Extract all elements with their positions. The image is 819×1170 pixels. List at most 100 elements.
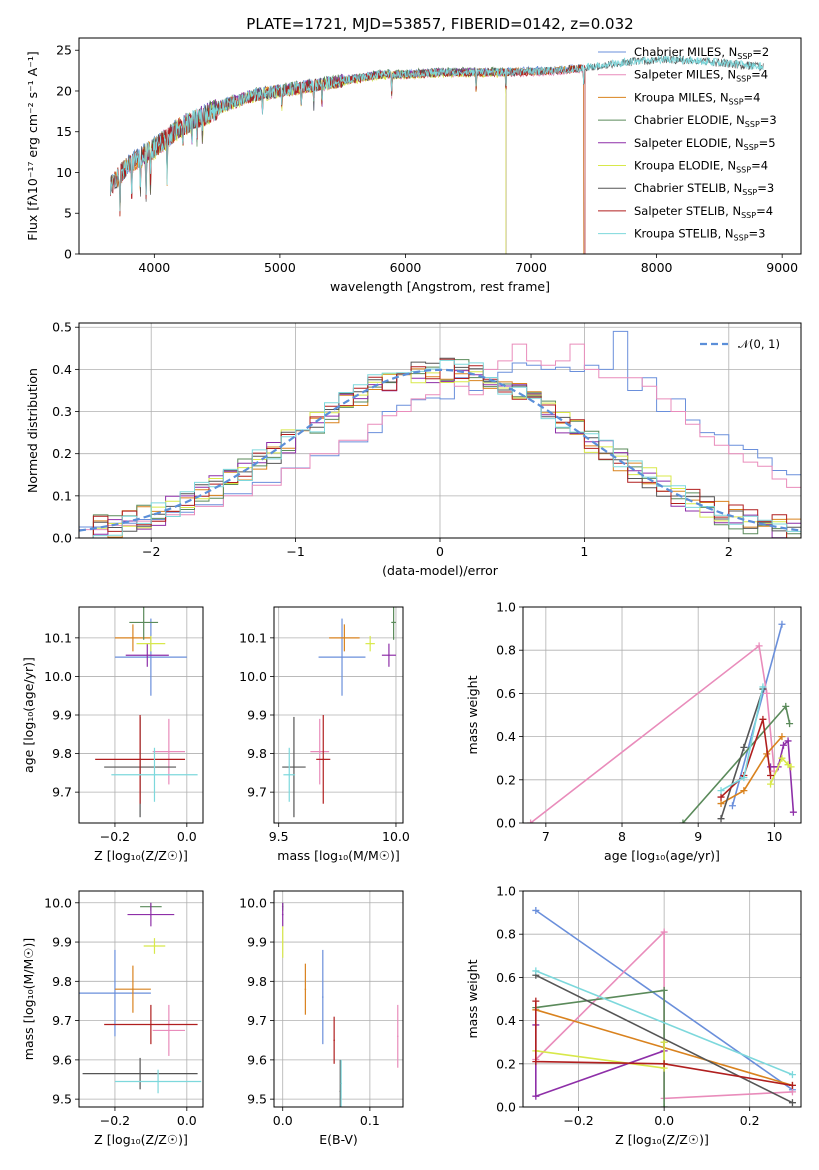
- legend-label-main: Salpeter MILES, N: [634, 68, 736, 82]
- spectrum-ytick-label: 15: [56, 124, 72, 139]
- mass_vs_Z-xtick-label: 0.0: [177, 1113, 197, 1128]
- spectrum-line: [110, 54, 764, 212]
- legend-label-sub: SSP: [745, 120, 760, 129]
- age_vs_Z-axes: −0.2 0.0 9.7 9.8 9.9 10.0 10.1 Z [log₁₀(Z/Z☉)] a…: [21, 606, 204, 863]
- legend-label-main: Chabrier ELODIE, N: [634, 113, 745, 127]
- weight-marker: [660, 928, 668, 936]
- residuals-ytick-label: 0.4: [52, 362, 72, 377]
- residuals-ylabel: Normed distribution: [25, 368, 40, 493]
- weight_vs_Z-ticks: [519, 890, 751, 1111]
- weight-marker: [532, 1092, 540, 1100]
- weight-marker: [717, 787, 725, 795]
- residuals-ytick-label: 0.0: [52, 531, 72, 546]
- legend-label-tail: =2: [752, 45, 769, 59]
- mass_vs_EBV-ytick-label: 9.7: [247, 1013, 267, 1028]
- spectrum-plot: [110, 54, 764, 254]
- weight_vs_age-xtick-label: 7: [542, 829, 550, 844]
- weight_vs_Z-xtick-label: 0.2: [740, 1113, 760, 1128]
- weight-marker: [787, 763, 795, 771]
- legend-label: Kroupa MILES, NSSP=4: [634, 90, 760, 106]
- spectrum-axes: 4000 5000 6000 7000 8000 9000 0 5 10 15 20 25 wavele…: [25, 37, 802, 294]
- weight-line: [720, 736, 783, 805]
- legend-label-tail: =4: [751, 159, 768, 173]
- scatter-point: [322, 758, 325, 761]
- scatter-point: [322, 996, 324, 998]
- weight-marker: [782, 702, 790, 710]
- weight-marker: [784, 737, 792, 745]
- age_vs_Z-grid: [79, 607, 203, 823]
- weight-marker: [740, 774, 748, 782]
- scatter-point: [168, 1029, 170, 1032]
- weight_vs_age-ytick-label: 0.4: [496, 729, 516, 744]
- weight_vs_Z-ytick-label: 0.6: [496, 970, 516, 985]
- mass_vs_EBV-ytick-label: 10.0: [239, 895, 267, 910]
- weight-marker: [763, 689, 771, 697]
- scatter-point: [157, 1080, 159, 1083]
- scatter-point: [333, 1039, 335, 1042]
- weight-marker: [786, 720, 794, 728]
- legend-label-sub: SSP: [741, 211, 756, 220]
- legend-label: Kroupa ELODIE, NSSP=4: [634, 159, 768, 175]
- weight-marker: [660, 986, 668, 994]
- weight_vs_Z-ytick-label: 0.8: [496, 927, 516, 942]
- residuals-ytick-label: 0.1: [52, 488, 72, 503]
- legend-label-tail: =5: [759, 136, 776, 150]
- weight_vs_Z-ytick-label: 0.0: [496, 1100, 516, 1115]
- weight-marker: [788, 1071, 796, 1079]
- legend-label-main: Kroupa STELIB, N: [634, 227, 734, 241]
- weight-marker: [717, 815, 725, 823]
- weight-marker: [679, 819, 687, 823]
- scatter-point: [281, 941, 284, 943]
- weight_vs_Z-plot: [532, 906, 796, 1107]
- age_vs_mass-grid: [274, 607, 403, 823]
- weight-marker: [778, 754, 786, 762]
- residuals-legend: 𝒩(0, 1): [700, 337, 780, 351]
- age_vs_mass-xtick-label: 9.5: [269, 829, 289, 844]
- legend-label-tail: =3: [757, 181, 774, 195]
- legend-label-sub: SSP: [744, 143, 759, 152]
- legend-label: Chabrier MILES, NSSP=2: [634, 45, 769, 61]
- legend-label-sub: SSP: [737, 52, 752, 61]
- mass_vs_Z-frame: [78, 890, 204, 1108]
- age_vs_mass-ytick-label: 9.7: [247, 785, 267, 800]
- legend-label-main: Salpeter STELIB, N: [634, 204, 741, 218]
- weight-marker: [532, 967, 540, 975]
- spectrum-xlabel: wavelength [Angstrom, rest frame]: [330, 279, 550, 294]
- weight-marker: [767, 780, 775, 788]
- age_vs_Z-plot: [95, 607, 198, 818]
- legend-label-tail: =3: [749, 227, 766, 241]
- scatter-point: [146, 654, 149, 657]
- age_vs_mass-ytick-label: 10.1: [239, 630, 267, 645]
- spectrum-ticks: [75, 49, 783, 258]
- histogram-salpeter-miles: [79, 343, 801, 531]
- spectrum-title: PLATE=1721, MJD=53857, FIBERID=0142, z=0…: [246, 15, 633, 33]
- weight_vs_Z-ylabel: mass weight: [465, 959, 480, 1038]
- age_vs_Z-ytick-label: 9.7: [52, 785, 72, 800]
- age_vs_mass-ytick-label: 9.8: [247, 746, 267, 761]
- scatter-point: [153, 945, 156, 947]
- age_vs_mass-plot: [282, 607, 396, 818]
- legend-label-tail: =4: [756, 204, 773, 218]
- mass_vs_EBV-ytick-label: 9.5: [247, 1092, 267, 1107]
- scatter-point: [304, 988, 307, 990]
- gaussian-curve: [79, 368, 801, 532]
- weight_vs_age-ytick-label: 0.0: [496, 816, 516, 831]
- spectrum-ytick-label: 25: [56, 43, 72, 58]
- weight_vs_Z-frame: [522, 890, 802, 1108]
- mass_vs_EBV-plot: [281, 902, 399, 1107]
- weight-line: [530, 644, 776, 823]
- histogram-kroupa-stelib: [79, 359, 801, 538]
- residuals-ytick-label: 0.5: [52, 320, 72, 335]
- mass_vs_Z-ytick-label: 9.7: [52, 1013, 72, 1028]
- mass_vs_Z-ytick-label: 9.6: [52, 1052, 72, 1067]
- scatter-point: [281, 913, 284, 916]
- scatter-point: [139, 758, 141, 761]
- spectrum-xtick-label: 9000: [766, 260, 798, 275]
- mass_vs_EBV-xtick-label: 0.0: [273, 1113, 293, 1128]
- weight_vs_Z-ytick-label: 0.4: [496, 1013, 516, 1028]
- residuals-frame: [78, 322, 802, 539]
- weight-marker: [532, 1058, 540, 1066]
- weight_vs_age-ytick-label: 0.8: [496, 643, 516, 658]
- weight-marker: [767, 771, 775, 779]
